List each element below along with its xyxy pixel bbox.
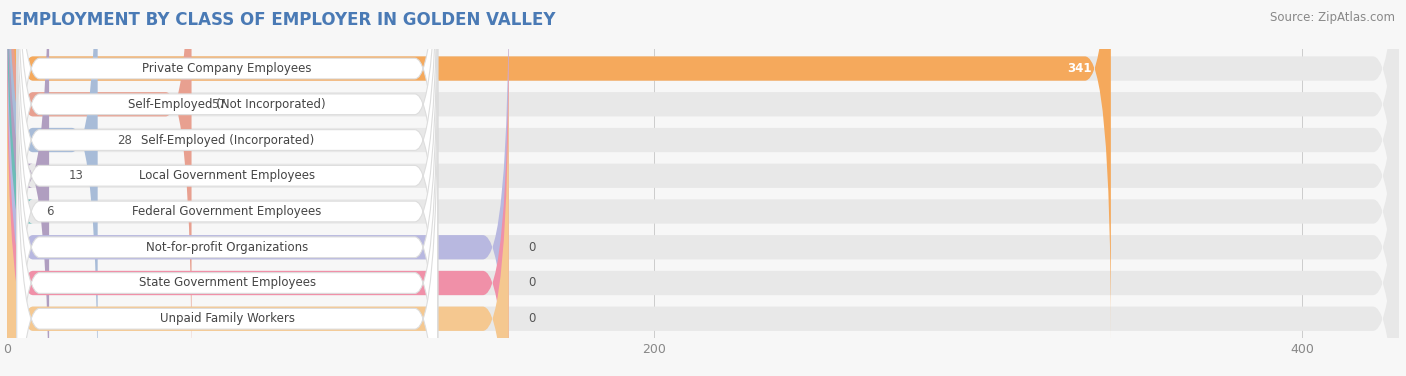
FancyBboxPatch shape: [17, 8, 437, 376]
Text: EMPLOYMENT BY CLASS OF EMPLOYER IN GOLDEN VALLEY: EMPLOYMENT BY CLASS OF EMPLOYER IN GOLDE…: [11, 11, 555, 29]
Text: Local Government Employees: Local Government Employees: [139, 169, 315, 182]
FancyBboxPatch shape: [17, 0, 437, 344]
Text: 6: 6: [46, 205, 53, 218]
Text: 13: 13: [69, 169, 83, 182]
Text: Not-for-profit Organizations: Not-for-profit Organizations: [146, 241, 308, 254]
FancyBboxPatch shape: [17, 0, 437, 376]
Text: 0: 0: [529, 312, 536, 325]
Text: Self-Employed (Incorporated): Self-Employed (Incorporated): [141, 133, 314, 147]
FancyBboxPatch shape: [7, 0, 1399, 376]
FancyBboxPatch shape: [7, 0, 1399, 376]
FancyBboxPatch shape: [17, 0, 437, 376]
FancyBboxPatch shape: [17, 79, 437, 376]
FancyBboxPatch shape: [7, 0, 97, 376]
FancyBboxPatch shape: [17, 0, 437, 308]
FancyBboxPatch shape: [7, 0, 1111, 342]
Text: Source: ZipAtlas.com: Source: ZipAtlas.com: [1270, 11, 1395, 24]
Text: 28: 28: [117, 133, 132, 147]
FancyBboxPatch shape: [7, 9, 1399, 376]
FancyBboxPatch shape: [7, 0, 1399, 376]
FancyBboxPatch shape: [7, 0, 1399, 376]
FancyBboxPatch shape: [17, 0, 437, 376]
FancyBboxPatch shape: [7, 0, 1399, 376]
FancyBboxPatch shape: [7, 45, 1399, 376]
Text: Self-Employed (Not Incorporated): Self-Employed (Not Incorporated): [128, 98, 326, 111]
Text: Private Company Employees: Private Company Employees: [142, 62, 312, 75]
FancyBboxPatch shape: [7, 45, 509, 376]
FancyBboxPatch shape: [17, 43, 437, 376]
Text: 341: 341: [1067, 62, 1091, 75]
Text: 0: 0: [529, 241, 536, 254]
FancyBboxPatch shape: [7, 9, 509, 376]
FancyBboxPatch shape: [7, 0, 509, 376]
Text: Unpaid Family Workers: Unpaid Family Workers: [160, 312, 295, 325]
Text: Federal Government Employees: Federal Government Employees: [132, 205, 322, 218]
FancyBboxPatch shape: [0, 0, 32, 376]
FancyBboxPatch shape: [7, 0, 1399, 342]
Text: 0: 0: [529, 276, 536, 290]
Text: State Government Employees: State Government Employees: [139, 276, 316, 290]
Text: 57: 57: [211, 98, 226, 111]
FancyBboxPatch shape: [7, 0, 191, 376]
FancyBboxPatch shape: [7, 0, 49, 376]
